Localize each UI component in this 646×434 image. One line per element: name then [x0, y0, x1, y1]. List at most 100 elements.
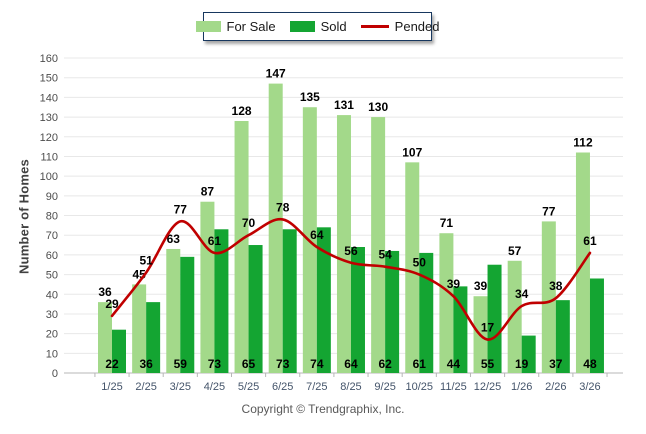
bar-for-sale [166, 248, 181, 373]
bar-for-sale [336, 115, 351, 373]
for-sale-value-label: 57 [508, 244, 522, 258]
for-sale-value-label: 87 [201, 185, 215, 199]
pended-value-label: 61 [208, 234, 222, 248]
sold-value-label: 62 [378, 357, 392, 371]
bar-for-sale [98, 302, 112, 373]
y-tick-label: 60 [46, 250, 58, 262]
x-tick-label: 5/25 [238, 381, 259, 393]
sold-value-label: 73 [208, 357, 222, 371]
y-tick-label: 20 [46, 329, 58, 341]
y-tick-label: 110 [40, 151, 58, 163]
sold-value-label: 65 [242, 357, 256, 371]
y-tick-label: 0 [52, 368, 58, 380]
for-sale-value-label: 39 [474, 279, 488, 293]
for-sale-value-label: 112 [573, 136, 593, 150]
bar-sold [589, 278, 604, 373]
y-tick-label: 30 [46, 309, 58, 321]
pended-value-label: 64 [310, 228, 324, 242]
y-tick-label: 50 [46, 270, 58, 282]
for-sale-value-label: 135 [300, 90, 320, 104]
pended-value-label: 34 [515, 287, 529, 301]
x-tick-label: 2/26 [545, 381, 566, 393]
for-sale-value-label: 63 [167, 232, 181, 246]
pended-value-label: 38 [549, 279, 563, 293]
for-sale-value-label: 147 [266, 67, 286, 81]
y-tick-label: 90 [46, 191, 58, 203]
y-tick-label: 80 [46, 211, 58, 223]
y-tick-label: 40 [46, 289, 58, 301]
bar-sold [521, 335, 536, 373]
sold-value-label: 44 [447, 357, 461, 371]
x-tick-label: 2/25 [135, 381, 156, 393]
legend-label-sold: Sold [320, 19, 347, 34]
sold-swatch-icon [289, 21, 315, 32]
copyright-text: Copyright © Trendgraphix, Inc. [241, 402, 405, 416]
pended-value-label: 50 [413, 256, 427, 270]
for-sale-swatch-icon [195, 21, 221, 32]
pended-value-label: 17 [481, 321, 495, 335]
sold-value-label: 37 [549, 357, 563, 371]
for-sale-value-label: 71 [440, 216, 454, 230]
y-tick-label: 140 [40, 92, 58, 104]
x-tick-label: 6/25 [272, 381, 293, 393]
pended-value-label: 39 [447, 277, 461, 291]
y-tick-label: 10 [46, 348, 58, 360]
for-sale-value-label: 130 [368, 100, 388, 114]
bar-sold [385, 250, 400, 373]
for-sale-value-label: 128 [232, 104, 252, 118]
x-tick-label: 7/25 [306, 381, 327, 393]
pended-line-swatch-icon [360, 25, 389, 28]
x-tick-label: 11/25 [440, 381, 467, 393]
sold-value-label: 74 [310, 357, 324, 371]
sold-value-label: 64 [344, 357, 358, 371]
legend-label-pended: Pended [394, 19, 440, 34]
x-tick-label: 1/26 [511, 381, 532, 393]
sold-value-label: 48 [583, 357, 597, 371]
bar-for-sale [371, 117, 386, 373]
x-tick-label: 8/25 [340, 381, 361, 393]
bar-sold [316, 227, 331, 373]
sold-value-label: 36 [139, 357, 153, 371]
sold-value-label: 73 [276, 357, 290, 371]
bar-for-sale [405, 162, 420, 373]
sold-value-label: 19 [515, 357, 529, 371]
y-tick-label: 100 [40, 171, 58, 183]
y-tick-label: 130 [40, 112, 58, 124]
bar-for-sale [132, 284, 147, 373]
bar-sold [214, 229, 229, 373]
legend-item-pended: Pended [360, 19, 440, 34]
x-tick-label: 4/25 [204, 381, 225, 393]
bar-sold [350, 247, 365, 373]
sold-value-label: 61 [413, 357, 427, 371]
y-tick-label: 70 [46, 230, 58, 242]
sold-value-label: 55 [481, 357, 495, 371]
x-tick-label: 1/25 [101, 381, 122, 393]
bar-for-sale [541, 221, 556, 373]
for-sale-value-label: 36 [98, 285, 112, 299]
x-tick-label: 3/25 [170, 381, 191, 393]
legend-item-sold: Sold [289, 19, 347, 34]
pended-value-label: 29 [105, 297, 119, 311]
y-tick-label: 120 [40, 132, 58, 144]
bar-sold [180, 256, 195, 373]
sold-value-label: 59 [174, 357, 188, 371]
bar-sold [453, 286, 468, 373]
legend-label-for-sale: For Sale [226, 19, 276, 34]
pended-value-label: 54 [378, 248, 392, 262]
y-tick-label: 160 [40, 53, 58, 65]
pended-value-label: 78 [276, 200, 290, 214]
pended-value-label: 56 [344, 244, 358, 258]
bar-sold [146, 302, 161, 373]
bar-for-sale [268, 83, 283, 373]
x-tick-label: 10/25 [405, 381, 433, 393]
bar-sold [282, 229, 297, 373]
legend: For Sale Sold Pended [195, 12, 440, 41]
bar-sold [419, 252, 434, 373]
pended-value-label: 61 [583, 234, 597, 248]
for-sale-value-label: 77 [542, 204, 556, 218]
x-tick-label: 9/25 [374, 381, 395, 393]
x-tick-label: 3/26 [579, 381, 600, 393]
bar-for-sale [439, 233, 454, 373]
